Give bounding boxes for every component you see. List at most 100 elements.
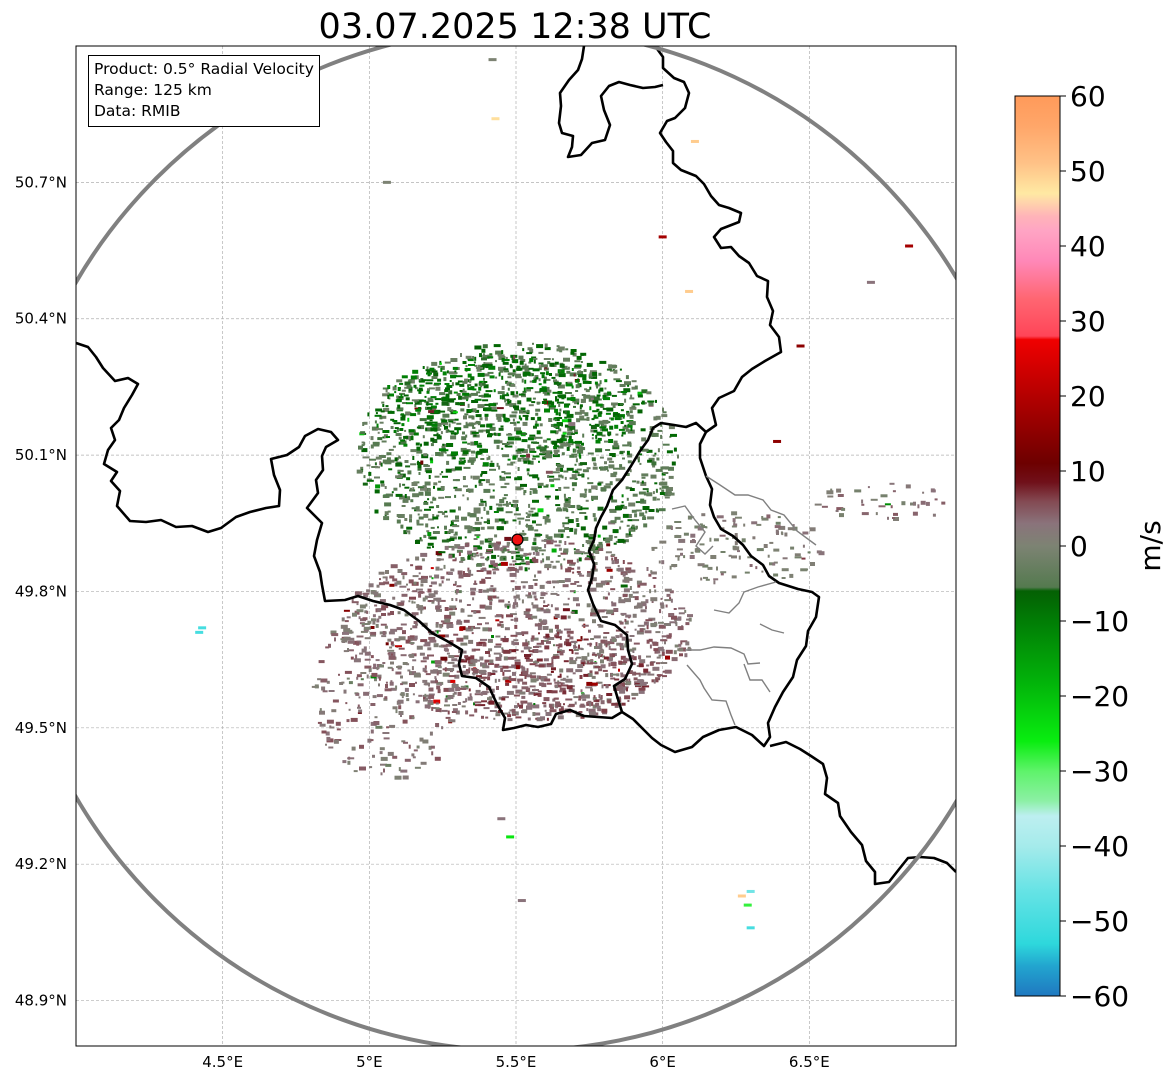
echo-pixel: [609, 369, 613, 372]
echo-pixel: [444, 659, 447, 663]
echo-pixel: [558, 404, 561, 407]
echo-pixel: [521, 599, 524, 604]
echo-pixel: [388, 468, 393, 471]
echo-pixel: [565, 568, 572, 573]
echo-pixel: [377, 437, 383, 441]
echo-pixel: [457, 536, 462, 540]
echo-pixel: [687, 646, 691, 649]
echo-pixel: [600, 700, 605, 705]
echo-pixel: [432, 516, 439, 520]
echo-pixel: [500, 486, 507, 489]
echo-pixel: [503, 649, 511, 654]
echo-pixel: [567, 431, 574, 434]
echo-pixel: [390, 611, 394, 615]
echo-pixel: [354, 610, 360, 615]
echo-pixel: [561, 475, 564, 479]
echo-pixel: [614, 678, 620, 681]
echo-pixel: [381, 635, 387, 638]
echo-pixel: [558, 474, 563, 478]
echo-pixel: [592, 371, 598, 376]
echo-pixel: [326, 680, 330, 684]
echo-pixel: [386, 726, 390, 729]
echo-pixel: [521, 408, 526, 410]
echo-pixel: [587, 700, 592, 704]
echo-pixel: [390, 641, 394, 646]
echo-pixel: [395, 399, 402, 403]
echo-pixel: [642, 488, 649, 491]
echo-pixel: [578, 618, 585, 622]
echo-pixel: [455, 710, 460, 715]
echo-pixel: [485, 551, 492, 554]
echo-pixel: [574, 652, 579, 655]
echo-pixel: [496, 445, 500, 450]
echo-pixel: [513, 461, 516, 464]
echo-pixel: [570, 397, 576, 401]
echo-pixel: [526, 516, 530, 518]
echo-pixel: [346, 719, 350, 723]
echo-pixel: [618, 660, 623, 665]
echo-pixel: [663, 494, 671, 497]
echo-pixel: [646, 664, 650, 667]
echo-pixel: [534, 582, 538, 586]
echo-pixel: [414, 404, 417, 408]
echo-pixel: [467, 550, 473, 555]
echo-pixel: [595, 546, 600, 551]
echo-pixel: [558, 643, 563, 648]
echo-pixel: [583, 369, 587, 372]
echo-pixel: [409, 683, 415, 687]
echo-pixel: [445, 496, 451, 499]
echo-pixel: [509, 501, 512, 505]
echo-pixel: [470, 658, 478, 663]
echo-pixel: [387, 394, 390, 399]
echo-pixel: [635, 501, 642, 504]
echo-pixel: [379, 664, 384, 668]
echo-pixel: [634, 628, 637, 631]
echo-pixel: [427, 588, 432, 593]
echo-pixel: [573, 696, 579, 699]
echo-pixel: [425, 427, 428, 431]
echo-pixel: [470, 655, 475, 660]
echo-pixel: [578, 453, 581, 458]
echo-pixel: [624, 381, 631, 386]
echo-pixel: [356, 635, 364, 638]
echo-pixel: [435, 605, 441, 610]
echo-pixel: [634, 385, 638, 390]
echo-pixel: [787, 527, 795, 531]
echo-pixel: [450, 520, 454, 525]
echo-pixel: [335, 721, 341, 726]
echo-pixel: [469, 693, 472, 697]
colorbar-tick-label: −10: [1070, 605, 1129, 638]
echo-pixel: [517, 548, 524, 552]
echo-pixel: [549, 405, 556, 410]
echo-pixel: [532, 579, 538, 581]
echo-pixel: [669, 590, 674, 594]
echo-pixel: [491, 409, 498, 412]
echo-pixel: [475, 554, 480, 557]
echo-pixel: [494, 645, 502, 648]
echo-pixel: [533, 688, 536, 691]
echo-pixel: [870, 498, 878, 501]
echo-pixel: [347, 649, 354, 652]
echo-pixel: [479, 353, 482, 358]
echo-pixel: [574, 701, 577, 705]
echo-pixel: [382, 576, 388, 579]
echo-pixel: [566, 467, 574, 471]
echo-pixel: [639, 681, 647, 686]
echo-pixel: [392, 578, 398, 582]
echo-pixel: [438, 452, 444, 457]
echo-pixel: [467, 614, 473, 617]
echo-pixel: [632, 647, 637, 651]
echo-pixel: [470, 392, 478, 396]
echo-pixel: [659, 602, 664, 606]
echo-pixel: [422, 656, 429, 660]
echo-pixel: [375, 408, 383, 412]
echo-pixel: [347, 629, 353, 634]
echo-pixel: [743, 523, 746, 527]
echo-pixel: [557, 383, 560, 386]
echo-pixel: [382, 732, 390, 734]
echo-pixel: [382, 631, 386, 635]
echo-pixel: [427, 518, 434, 521]
echo-pixel: [599, 380, 602, 385]
echo-pixel: [569, 527, 574, 532]
